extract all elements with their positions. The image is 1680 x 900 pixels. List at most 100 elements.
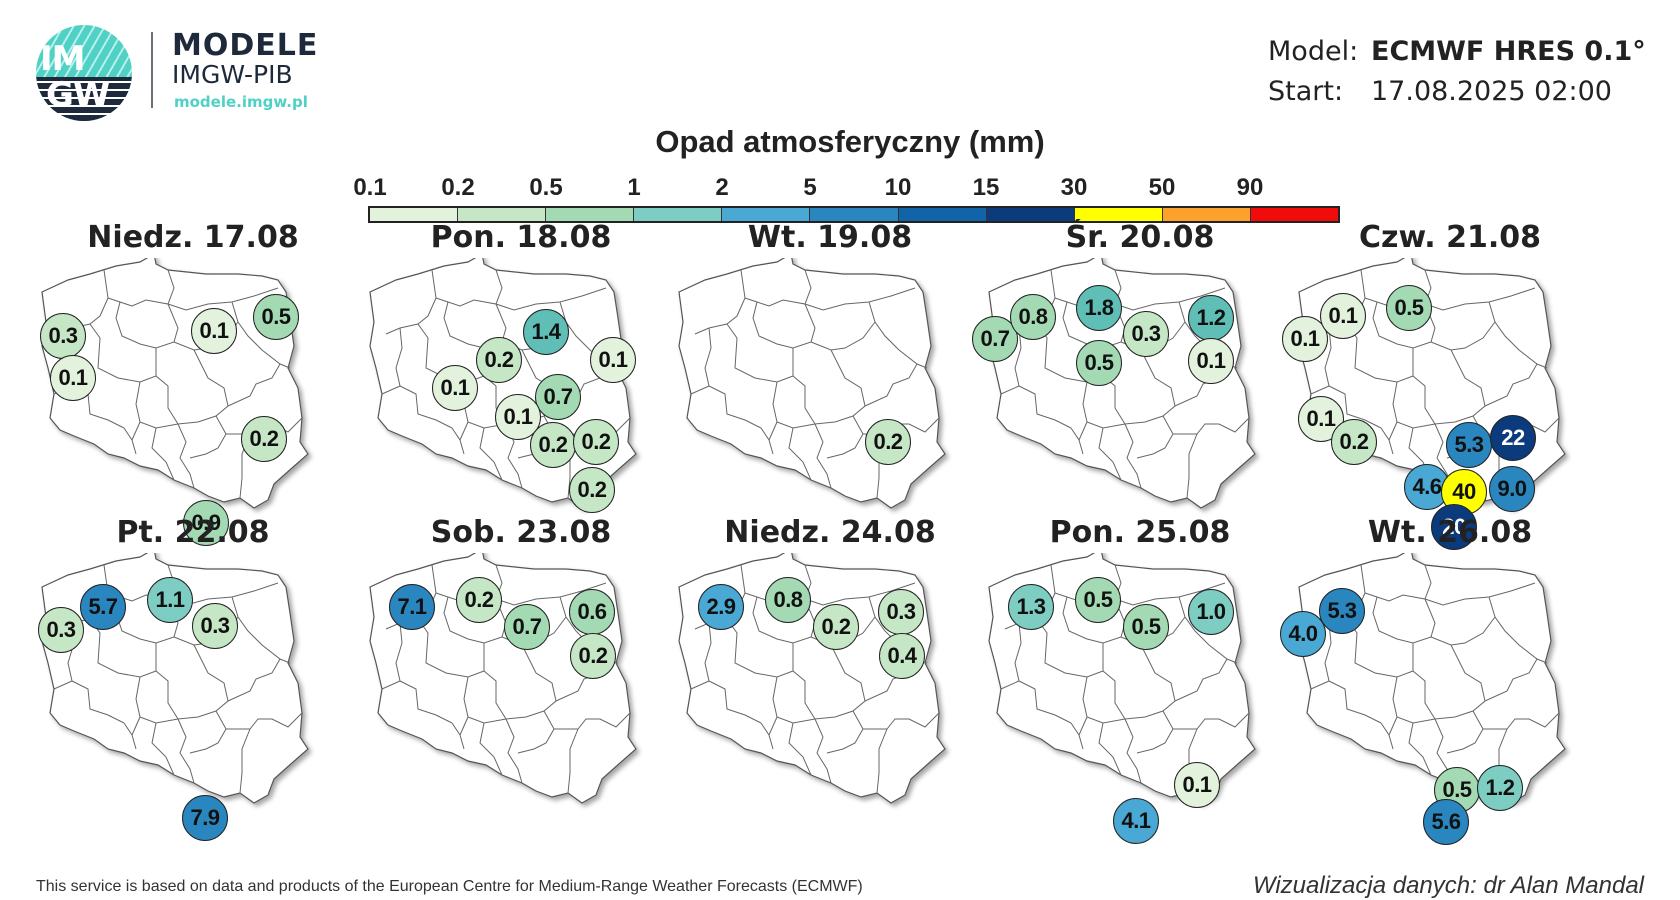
precipitation-value-bubble: 0.1 (1282, 316, 1328, 362)
precipitation-value-bubble: 0.8 (765, 577, 811, 623)
precipitation-value-bubble: 1.2 (1477, 765, 1523, 811)
colorbar-tick-label: 10 (884, 174, 912, 201)
visualization-credit: Wizualizacja danych: dr Alan Mandal (1252, 872, 1644, 899)
precipitation-value-bubble: 0.3 (1123, 311, 1169, 357)
precipitation-value-bubble: 0.7 (504, 604, 550, 650)
colorbar-segment (1162, 208, 1251, 221)
model-value: ECMWF HRES 0.1° (1371, 36, 1646, 67)
precipitation-value-bubble: 0.7 (535, 374, 581, 420)
precipitation-value-bubble: 0.8 (1010, 294, 1056, 340)
colorbar-tick-label: 2 (715, 174, 729, 201)
precipitation-value-bubble: 0.6 (569, 589, 615, 635)
precipitation-value-bubble: 0.1 (432, 365, 478, 411)
map-panel: Niedz. 17.08 0.3 0.1 0.1 0.5 0.2 0.9 (28, 220, 358, 546)
logo-divider (151, 32, 153, 108)
panel-date-title: Sob. 23.08 (430, 515, 612, 550)
precipitation-value-bubble: 0.1 (1174, 762, 1220, 808)
precipitation-value-bubble: 1.0 (1188, 589, 1234, 635)
map-panel: Czw. 21.08 0.1 0.1 0.5 0.1 0.2 5.3 22 4.6 40 9.0 20 (1282, 220, 1615, 550)
model-info: Model: ECMWF HRES 0.1° Start: 17.08.2025… (1268, 32, 1646, 112)
poland-map (678, 258, 946, 509)
colorbar-tick-label: 0.5 (529, 174, 563, 201)
precipitation-value-bubble: 0.3 (192, 603, 238, 649)
precipitation-value-bubble: 5.7 (80, 584, 126, 630)
colorbar-tick-label: 5 (803, 174, 817, 201)
precipitation-value-bubble: 0.2 (570, 633, 616, 679)
logo-text-top: IM (40, 39, 85, 79)
precipitation-value-bubble: 20 (1431, 504, 1477, 550)
precipitation-value-bubble: 4.6 (1404, 464, 1450, 510)
precipitation-value-bubble: 7.1 (389, 584, 435, 630)
precipitation-value-bubble: 0.3 (38, 607, 84, 653)
panel-date-title: Czw. 21.08 (1358, 220, 1541, 255)
colorbar-tick-label: 1 (627, 174, 641, 201)
precipitation-value-bubble: 1.8 (1076, 285, 1122, 331)
start-label: Start: (1268, 76, 1344, 107)
panel-date-title: Śr. 20.08 (1065, 220, 1215, 255)
model-label: Model: (1268, 36, 1359, 67)
precipitation-value-bubble: 4.1 (1113, 798, 1159, 844)
precipitation-value-bubble: 7.9 (182, 795, 228, 841)
precipitation-value-bubble: 0.5 (1386, 285, 1432, 331)
logo-stripes (36, 77, 132, 121)
precipitation-value-bubble: 5.3 (1446, 422, 1492, 468)
precipitation-value-bubble: 0.5 (1075, 577, 1121, 623)
colorbar-segment (458, 208, 547, 221)
precipitation-value-bubble: 22 (1490, 415, 1536, 461)
precipitation-value-bubble: 0.3 (878, 589, 924, 635)
colorbar-segment (546, 208, 635, 221)
panel-date-title: Wt. 26.08 (1367, 515, 1533, 550)
precipitation-value-bubble: 2.9 (698, 584, 744, 630)
precipitation-value-bubble: 0.4 (879, 633, 925, 679)
map-panel: Pon. 18.08 1.4 0.2 0.1 0.1 0.7 0.1 0.2 0.2 0.2 (356, 220, 686, 520)
colorbar-tick-label: 15 (972, 174, 1000, 201)
colorbar-segment (1074, 208, 1163, 221)
colorbar-segment (370, 208, 459, 221)
map-panel: Sob. 23.08 7.1 0.2 0.7 0.6 0.2 (356, 515, 686, 815)
precipitation-value-bubble: 0.2 (1331, 419, 1377, 465)
colorbar-segment (634, 208, 723, 221)
colorbar-tick-label: 90 (1236, 174, 1264, 201)
panel-date-title: Pt. 22.08 (116, 515, 270, 550)
precipitation-value-bubble: 4.0 (1280, 611, 1326, 657)
colorbar-segment (1250, 208, 1339, 221)
brand-title: MODELE (172, 28, 319, 63)
precipitation-value-bubble: 5.6 (1423, 799, 1469, 845)
brand-subtitle: IMGW-PIB (172, 60, 293, 89)
precipitation-value-bubble: 0.3 (40, 313, 86, 359)
colorbar-tick-label: 0.1 (353, 174, 387, 201)
precipitation-value-bubble: 1.3 (1008, 584, 1054, 630)
precipitation-value-bubble: 0.2 (241, 416, 287, 462)
precipitation-value-bubble: 0.2 (573, 419, 619, 465)
precipitation-value-bubble: 0.1 (1188, 338, 1234, 384)
precipitation-value-bubble: 0.2 (569, 467, 615, 513)
panel-date-title: Wt. 19.08 (747, 220, 913, 255)
colorbar-ticks: 0.1 0.2 0.5 1 2 5 10 15 30 50 90 (0, 174, 1680, 204)
precipitation-value-bubble: 0.2 (456, 577, 502, 623)
imgw-logo: IM GW (36, 25, 132, 121)
panel-date-title: Pon. 18.08 (430, 220, 612, 255)
precipitation-value-bubble: 1.1 (147, 577, 193, 623)
map-panel: Pt. 22.08 0.3 5.7 1.1 0.3 7.9 (28, 515, 358, 841)
map-panel: Niedz. 24.08 2.9 0.8 0.2 0.3 0.4 (665, 515, 995, 815)
brand-url: modele.imgw.pl (174, 93, 308, 111)
map-panel: Śr. 20.08 0.7 0.8 1.8 0.3 1.2 0.5 0.1 (972, 220, 1305, 520)
colorbar-segment (810, 208, 899, 221)
panel-date-title: Pon. 25.08 (1049, 515, 1231, 550)
colorbar-tick-label: 0.2 (441, 174, 475, 201)
precipitation-value-bubble: 1.2 (1188, 295, 1234, 341)
poland-map (1298, 553, 1566, 804)
precipitation-value-bubble: 0.2 (865, 419, 911, 465)
start-value: 17.08.2025 02:00 (1371, 76, 1612, 107)
precipitation-value-bubble: 9.0 (1489, 466, 1535, 512)
colorbar-tick-label: 50 (1148, 174, 1176, 201)
map-panel: Wt. 26.08 4.0 5.3 0.5 1.2 5.6 (1280, 515, 1615, 845)
panel-date-title: Niedz. 17.08 (87, 220, 299, 255)
precipitation-value-bubble: 0.2 (813, 604, 859, 650)
colorbar-segment (722, 208, 811, 221)
precipitation-value-bubble: 0.1 (50, 355, 96, 401)
data-source-note: This service is based on data and produc… (36, 878, 863, 895)
colorbar-segment (986, 208, 1075, 221)
precipitation-value-bubble: 0.5 (1123, 604, 1169, 650)
precipitation-value-bubble: 0.2 (530, 422, 576, 468)
